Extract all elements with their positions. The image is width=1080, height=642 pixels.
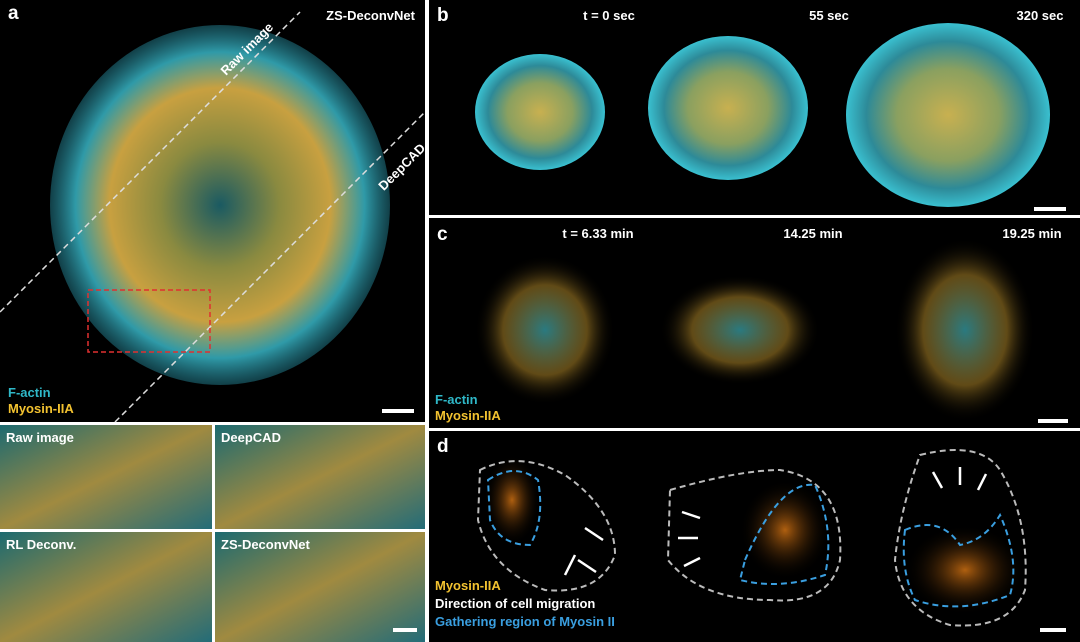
cell-image [648,36,808,180]
panel-label: a [8,3,19,24]
cell-outline [476,460,617,592]
arrow [584,526,604,542]
panel-label: b [437,5,449,26]
cell-image [484,455,540,545]
cell-image [905,525,1025,615]
cell-image [846,23,1050,207]
inset-label: DeepCAD [221,430,281,445]
inset-label: RL Deconv. [6,537,76,552]
divider [0,11,301,313]
time-label: t = 0 sec [583,8,635,23]
inset-label: ZS-DeconvNet [221,537,311,552]
channel-label: F-actin [8,385,51,400]
legend-label: Myosin-IIA [435,578,501,593]
inset [0,425,212,529]
myosin-region [738,483,830,585]
migration-arrows [563,467,988,576]
channel-label: F-actin [435,392,478,407]
cell-image [50,25,390,385]
arrow [683,556,701,568]
panel-label: d [437,436,449,457]
legend-label: Gathering region of Myosin II [435,614,615,629]
cell-image [740,480,830,580]
time-label: t = 6.33 min [562,226,633,241]
cell-image [475,255,615,405]
outlines [476,449,1027,627]
divider [114,111,426,423]
inset [215,532,425,642]
arrow [563,554,577,576]
time-label: 320 sec [1017,8,1064,23]
myosin-region [486,470,542,547]
cell-image [895,238,1035,422]
inset [0,532,212,642]
cell-image [475,54,605,170]
cell-image [660,275,820,385]
arrow [976,473,988,491]
inset [215,425,425,529]
time-label: 14.25 min [783,226,842,241]
channel-label: Myosin-IIA [435,408,501,423]
inset-label: Raw image [6,430,74,445]
arrow [931,471,944,489]
cell-outline [666,468,842,602]
arrow [577,558,597,574]
legend-label: Direction of cell migration [435,596,595,611]
panel-label: c [437,224,448,245]
time-label: 55 sec [809,8,849,23]
time-label: 19.25 min [1002,226,1061,241]
arrow [681,510,701,520]
roi-box [87,289,211,353]
method-label: ZS-DeconvNet [326,8,416,23]
cell-outline [893,449,1027,627]
channel-label: Myosin-IIA [8,401,74,416]
